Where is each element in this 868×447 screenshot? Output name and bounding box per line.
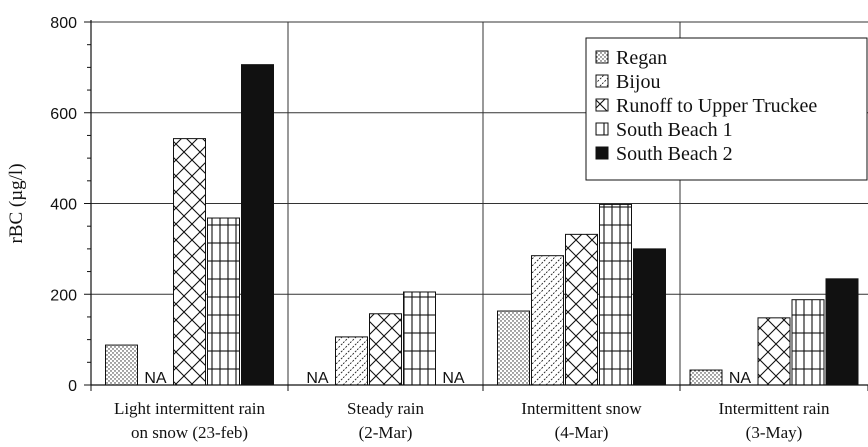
- bar-south-beach-1-cat0: [207, 217, 240, 386]
- x-category-label: (3-May): [746, 423, 803, 442]
- na-annotation: NA: [729, 370, 752, 387]
- legend-swatch: [595, 98, 609, 112]
- y-tick-label: 600: [50, 106, 77, 123]
- bar-bijou-cat1: [335, 336, 368, 386]
- bar-south-beach-1-cat1: [403, 291, 436, 386]
- bar-regan-cat3: [689, 369, 723, 386]
- bar-south-beach-1-cat3: [791, 299, 825, 386]
- bar-south-beach-2-cat2: [633, 248, 666, 386]
- na-annotation: NA: [442, 370, 465, 387]
- x-category-label: Steady rain: [347, 399, 424, 418]
- x-category-label: Intermittent rain: [719, 399, 830, 418]
- na-annotation: NA: [306, 370, 329, 387]
- bar-runoff-to-upper-truckee-cat3: [757, 317, 791, 386]
- legend-label: Bijou: [616, 71, 660, 93]
- bar-south-beach-2-cat0: [241, 64, 274, 386]
- bar-regan-cat0: [105, 344, 138, 386]
- y-tick-label: 400: [50, 197, 77, 214]
- legend-swatch: [595, 146, 609, 160]
- y-tick-label: 800: [50, 15, 77, 32]
- x-category-label: (4-Mar): [555, 423, 609, 442]
- bar-runoff-to-upper-truckee-cat2: [565, 233, 598, 386]
- y-axis-label: rBC (µg/l): [6, 163, 27, 243]
- y-tick-label: 0: [68, 378, 77, 395]
- legend-swatch: [595, 122, 609, 136]
- bar-runoff-to-upper-truckee-cat0: [173, 138, 206, 386]
- legend-swatch: [595, 74, 609, 88]
- legend-label: Runoff to Upper Truckee: [616, 95, 817, 117]
- x-category-label: Light intermittent rain: [114, 399, 266, 418]
- legend-box: [585, 37, 868, 181]
- x-category-label: (2-Mar): [359, 423, 413, 442]
- x-category-label: Intermittent snow: [521, 399, 642, 418]
- y-tick-label: 200: [50, 287, 77, 304]
- bar-south-beach-1-cat2: [599, 203, 632, 386]
- legend-label: South Beach 1: [616, 119, 733, 141]
- na-annotation: NA: [144, 370, 167, 387]
- legend-label: Regan: [616, 47, 667, 69]
- x-category-label: on snow (23-feb): [131, 423, 248, 442]
- bar-south-beach-2-cat3: [825, 278, 859, 386]
- legend-label: South Beach 2: [616, 143, 733, 165]
- bar-bijou-cat2: [531, 255, 564, 386]
- bar-runoff-to-upper-truckee-cat1: [369, 313, 402, 386]
- bar-regan-cat2: [497, 310, 530, 386]
- legend-swatch: [595, 50, 609, 64]
